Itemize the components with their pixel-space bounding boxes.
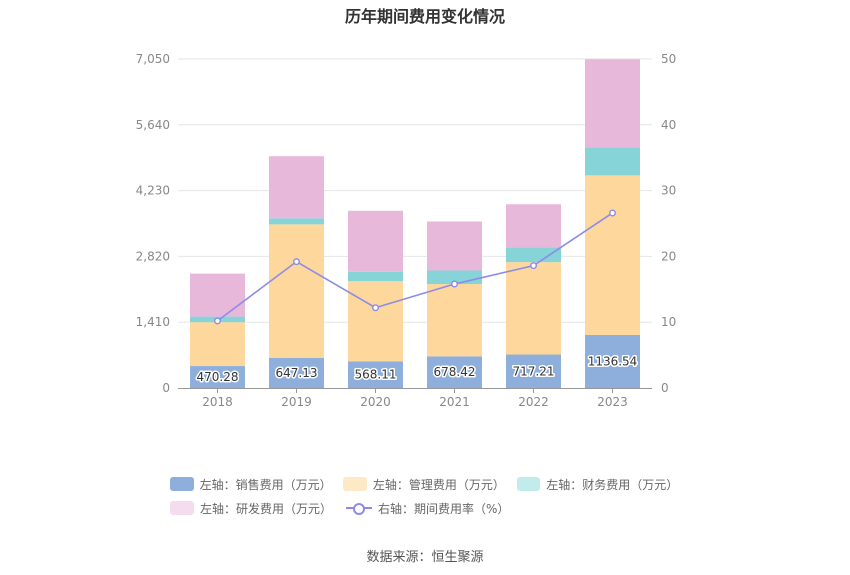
right-axis-tick-label: 0 xyxy=(661,381,669,395)
bar-sales xyxy=(427,356,482,388)
rate-line-series xyxy=(213,209,617,325)
bar-finance xyxy=(269,218,324,225)
left-axis-tick-label: 4,230 xyxy=(136,184,170,198)
bar-rnd xyxy=(269,156,324,219)
bar-admin xyxy=(269,224,324,358)
legend-swatch-rate-icon xyxy=(346,501,373,515)
legend-item-sales[interactable]: 左轴：销售费用（万元） xyxy=(170,476,332,493)
bar-finance xyxy=(585,147,640,176)
left-axis-tick-label: 7,050 xyxy=(136,52,170,66)
right-axis-tick-label: 20 xyxy=(661,249,676,263)
legend-swatch-finance xyxy=(516,477,541,491)
x-axis-tick-label: 2018 xyxy=(202,395,233,409)
data-label-sales: 678.42 xyxy=(434,365,476,379)
data-label-sales: 1136.54 xyxy=(588,354,638,368)
rate-point xyxy=(530,262,538,270)
data-label-sales: 568.11 xyxy=(355,368,397,382)
rate-point xyxy=(609,209,617,217)
bar-finance xyxy=(506,247,561,263)
x-axis-tick-label: 2020 xyxy=(360,395,391,409)
data-labels: 470.28 647.13 568.11 678.42 717.21 1136.54 xyxy=(195,353,639,386)
left-axis-tick-label: 1,410 xyxy=(136,315,170,329)
bar-sales xyxy=(190,366,245,388)
bar-sales xyxy=(269,357,324,388)
right-axis-tick-label: 10 xyxy=(661,315,676,329)
left-axis-tick-label: 2,820 xyxy=(136,249,170,263)
x-axis-tick-label: 2021 xyxy=(439,395,470,409)
grid-lines xyxy=(178,58,652,323)
right-axis-tick-label: 40 xyxy=(661,118,676,132)
axes: 0 1,410 2,820 4,230 5,640 7,050 0 10 20 30 40 50 201… xyxy=(136,52,677,409)
bar-sales xyxy=(506,354,561,388)
bar-rnd xyxy=(190,273,245,317)
legend-item-admin[interactable]: 左轴：管理费用（万元） xyxy=(343,476,505,493)
rate-point xyxy=(293,258,301,266)
bar-rnd xyxy=(348,210,403,272)
bar-admin xyxy=(585,175,640,335)
bar-finance xyxy=(348,271,403,282)
bar-admin xyxy=(506,262,561,355)
bar-admin xyxy=(190,322,245,367)
bar-rnd xyxy=(585,59,640,148)
bar-admin xyxy=(427,284,482,357)
data-label-sales: 470.28 xyxy=(197,370,239,384)
legend-item-rate[interactable]: 右轴：期间费用率（%） xyxy=(346,500,509,517)
chart-title: 历年期间费用变化情况 xyxy=(344,7,505,26)
legend-label-rate: 右轴：期间费用率（%） xyxy=(378,501,510,516)
bar-sales xyxy=(348,361,403,388)
bar-admin xyxy=(348,281,403,362)
data-label-sales: 717.21 xyxy=(513,364,555,378)
data-source-note: 数据来源：恒生聚源 xyxy=(366,550,484,565)
rate-point xyxy=(213,317,221,325)
left-axis-tick-label: 5,640 xyxy=(136,118,170,132)
bar-rnd xyxy=(506,204,561,248)
x-axis-tick-label: 2019 xyxy=(281,395,312,409)
legend-label-rnd: 左轴：研发费用（万元） xyxy=(200,501,333,516)
legend-swatch-admin xyxy=(343,477,367,491)
legend-swatch-sales xyxy=(170,477,194,491)
left-axis-tick-label: 0 xyxy=(162,381,170,395)
x-axis-tick-label: 2022 xyxy=(518,395,549,409)
right-axis-tick-label: 30 xyxy=(661,184,676,198)
bar-series xyxy=(190,59,640,388)
legend-item-rnd[interactable]: 左轴：研发费用（万元） xyxy=(170,500,332,517)
bar-sales xyxy=(585,334,640,388)
rate-line xyxy=(217,212,613,322)
chart-legend: 左轴：销售费用（万元） 左轴：管理费用（万元） 左轴：财务费用（万元） 左轴：研… xyxy=(170,472,690,520)
legend-label-sales: 左轴：销售费用（万元） xyxy=(199,477,332,492)
right-axis-tick-label: 50 xyxy=(661,52,676,66)
legend-label-admin: 左轴：管理费用（万元） xyxy=(372,477,505,492)
rate-point xyxy=(372,304,380,312)
legend-label-finance: 左轴：财务费用（万元） xyxy=(546,477,679,492)
legend-item-finance[interactable]: 左轴：财务费用（万元） xyxy=(516,476,679,493)
bar-rnd xyxy=(427,221,482,271)
legend-swatch-rnd xyxy=(170,501,194,515)
rate-point xyxy=(451,280,459,288)
data-label-sales: 647.13 xyxy=(276,366,318,380)
x-axis-tick-label: 2023 xyxy=(597,395,628,409)
